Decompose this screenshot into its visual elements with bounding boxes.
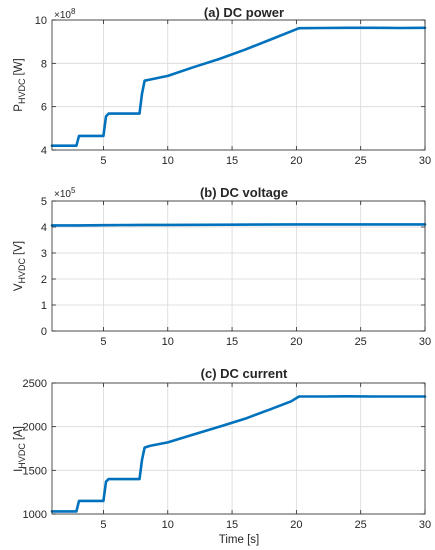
grid (52, 19, 426, 151)
x-tick-label: 15 (226, 519, 238, 531)
y-axis-exponent-base: ×10 (54, 10, 71, 21)
y-axis-label: IHVDC [A] (13, 426, 27, 472)
x-axis-label: Time [s] (219, 534, 259, 546)
grid (52, 200, 426, 332)
y-axis-label-subscript: HVDC (17, 78, 27, 104)
series-group (50, 223, 427, 227)
plot-area-frame (51, 19, 426, 151)
y-tick-label: 2500 (23, 378, 47, 390)
y-axis-exponent-power: 5 (71, 186, 76, 195)
y-tick-label: 8 (41, 58, 47, 70)
series-group (50, 394, 427, 513)
y-axis-exponent: ×105 (54, 186, 76, 200)
ticks: 5 10 15 20 25 30 1000 1500 2000 2500 (23, 378, 432, 531)
y-tick-label: 1 (41, 300, 47, 312)
series-line (50, 223, 427, 227)
plot-area-frame (51, 382, 426, 515)
y-axis-label-subscript: HVDC (17, 443, 27, 469)
y-axis-label-subscript: HVDC (17, 257, 27, 283)
y-axis-exponent-power: 8 (71, 7, 76, 16)
y-axis-exponent: ×108 (54, 7, 76, 21)
ticks: 5 10 15 20 25 30 4 6 8 10 (35, 15, 431, 167)
x-tick-label: 30 (419, 155, 431, 167)
chart-title: (b) DC voltage (200, 185, 288, 200)
chart-title: (a) DC power (204, 5, 284, 20)
x-tick-label: 30 (419, 519, 431, 531)
y-axis-label-unit: [V] (13, 241, 25, 255)
x-tick-label: 5 (100, 336, 106, 348)
grid (52, 382, 426, 515)
y-tick-label: 4 (41, 145, 47, 157)
x-tick-label: 15 (226, 336, 238, 348)
x-tick-label: 5 (100, 155, 106, 167)
y-tick-label: 10 (35, 15, 47, 27)
series-line (50, 394, 427, 513)
x-tick-label: 10 (162, 155, 174, 167)
x-tick-label: 25 (355, 519, 367, 531)
y-axis-label: VHVDC [V] (13, 241, 27, 291)
x-tick-label: 30 (419, 336, 431, 348)
chart-title: (c) DC current (201, 366, 288, 381)
x-tick-label: 5 (100, 519, 106, 531)
y-tick-label: 1000 (23, 509, 47, 521)
y-axis-label-unit: [A] (13, 426, 25, 440)
y-axis-exponent-base: ×10 (54, 189, 71, 200)
y-axis-label: PHVDC [W] (13, 58, 27, 111)
y-axis-label-main: V (13, 283, 25, 291)
x-tick-label: 25 (355, 336, 367, 348)
y-tick-label: 2 (41, 274, 47, 286)
y-axis-label-unit: [W] (13, 58, 25, 75)
x-tick-label: 10 (162, 336, 174, 348)
y-tick-label: 5 (41, 196, 47, 208)
plot-area-frame (51, 200, 426, 332)
x-tick-label: 25 (355, 155, 367, 167)
series-line (50, 26, 427, 147)
y-tick-label: 1500 (23, 465, 47, 477)
y-tick-label: 3 (41, 248, 47, 260)
series-group (50, 26, 427, 147)
y-axis-label-main: P (13, 104, 25, 112)
y-tick-label: 0 (41, 326, 47, 338)
x-tick-label: 10 (162, 519, 174, 531)
ticks: 5 10 15 20 25 30 0 1 2 3 4 5 (41, 196, 431, 348)
x-tick-label: 20 (290, 336, 302, 348)
y-tick-label: 4 (41, 222, 47, 234)
y-tick-label: 6 (41, 102, 47, 114)
y-tick-label: 2000 (23, 422, 47, 434)
x-tick-label: 15 (226, 155, 238, 167)
panel-dc-current: (c) DC current 5 10 15 20 25 30 1000 1500 2000 25… (13, 366, 431, 546)
x-tick-label: 20 (290, 155, 302, 167)
y-axis-label-main: I (13, 469, 25, 472)
x-tick-label: 20 (290, 519, 302, 531)
